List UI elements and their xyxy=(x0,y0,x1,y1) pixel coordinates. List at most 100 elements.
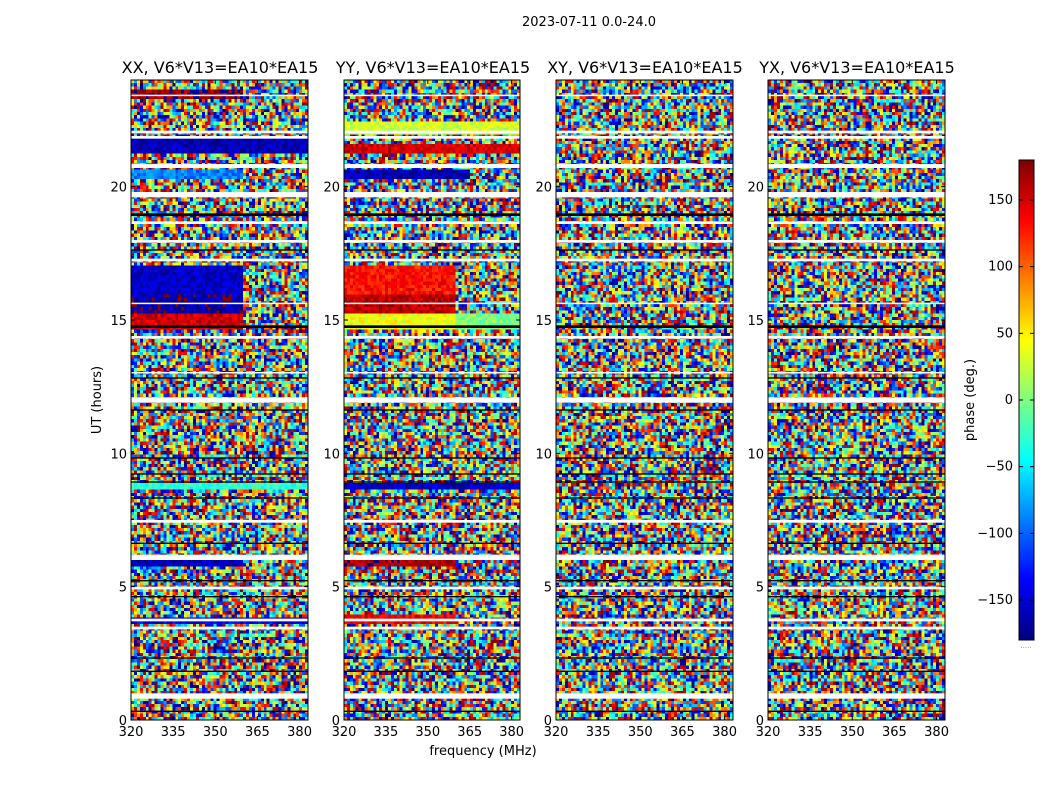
flagged-row xyxy=(131,693,308,699)
y-tick-label: 5 xyxy=(544,581,552,596)
flagged-row xyxy=(131,586,308,590)
flagged-row-dark xyxy=(131,596,308,598)
flagged-row xyxy=(556,302,733,305)
flagged-row-dark xyxy=(344,580,520,582)
flagged-row xyxy=(768,258,945,262)
colorbar-tick-label: 0 xyxy=(1005,393,1013,408)
flagged-row-dark xyxy=(556,249,733,251)
flagged-row-dark xyxy=(344,710,520,712)
flagged-row-dark xyxy=(344,596,520,598)
flagged-row-dark xyxy=(556,596,733,598)
y-tick-label: 10 xyxy=(110,447,127,462)
y-tick-label: 5 xyxy=(332,581,340,596)
flagged-row xyxy=(131,136,308,139)
flagged-row xyxy=(768,693,945,699)
flagged-row-dark xyxy=(556,213,733,216)
flagged-row-dark xyxy=(556,710,733,712)
flagged-row-dark xyxy=(344,481,520,483)
flagged-row-dark xyxy=(556,542,733,544)
flagged-row xyxy=(556,618,733,622)
flagged-row-dark xyxy=(768,670,945,672)
axis-ticks: 320 335 350 365 380 0 5 10 15 20 xyxy=(747,80,949,740)
flagged-row xyxy=(131,554,308,560)
heatmap-cells xyxy=(556,80,733,720)
flagged-row xyxy=(131,372,308,374)
flagged-row-dark xyxy=(344,457,520,459)
flagged-row xyxy=(768,94,945,97)
colorbar-label: phase (deg.) xyxy=(963,359,978,441)
flagged-row xyxy=(768,397,945,403)
x-tick-label: 350 xyxy=(628,725,653,740)
flagged-row xyxy=(768,520,945,523)
heatmap-cells xyxy=(768,80,945,720)
flagged-row xyxy=(556,221,733,224)
colorbar: 150 100 50 0 −50 −100 −150 phase (deg.) ..... xyxy=(963,159,1035,650)
panel-frame xyxy=(130,79,309,721)
axis-ticks: 320 335 350 365 380 0 5 10 15 20 xyxy=(535,80,737,740)
x-tick-label: 320 xyxy=(119,725,144,740)
y-tick-label: 0 xyxy=(119,714,127,729)
x-tick-label: 380 xyxy=(287,725,312,740)
x-tick-label: 320 xyxy=(756,725,781,740)
x-tick-label: 320 xyxy=(544,725,569,740)
flagged-row xyxy=(556,258,733,262)
flagged-row-dark xyxy=(131,542,308,544)
flagged-row xyxy=(131,618,308,622)
flagged-row xyxy=(344,586,520,590)
flagged-row-dark xyxy=(131,481,308,483)
flagged-row xyxy=(556,586,733,590)
flagged-row xyxy=(344,372,520,374)
flagged-row-dark xyxy=(131,325,308,328)
y-tick-label: 0 xyxy=(544,714,552,729)
y-tick-label: 5 xyxy=(119,581,127,596)
flagged-row-dark xyxy=(768,497,945,499)
y-tick-label: 0 xyxy=(756,714,764,729)
flagged-row xyxy=(556,192,733,198)
flagged-row-dark xyxy=(768,377,945,379)
flagged-row xyxy=(768,136,945,139)
flagged-row-dark xyxy=(131,473,308,475)
flagged-row-dark xyxy=(131,670,308,672)
flagged-row xyxy=(131,336,308,339)
x-tick-label: 365 xyxy=(457,725,482,740)
flagged-row-dark xyxy=(344,657,520,659)
flagged-row xyxy=(768,302,945,305)
flagged-row xyxy=(768,336,945,339)
y-tick-label: 15 xyxy=(110,314,127,329)
x-tick-label: 365 xyxy=(882,725,907,740)
colorbar-tick-label: −50 xyxy=(986,460,1013,475)
y-tick-label: 15 xyxy=(747,314,764,329)
flagged-row-dark xyxy=(344,497,520,499)
flagged-row xyxy=(344,618,520,622)
flagged-row xyxy=(131,240,308,243)
flagged-row xyxy=(768,164,945,168)
flagged-row xyxy=(131,397,308,403)
flagged-row xyxy=(556,136,733,139)
flagged-row-dark xyxy=(768,325,945,328)
flagged-row xyxy=(131,520,308,523)
figure-title: 2023-07-11 0.0-24.0 xyxy=(522,15,656,30)
flagged-row xyxy=(556,130,733,134)
flagged-row xyxy=(344,221,520,224)
y-tick-label: 20 xyxy=(110,181,127,196)
x-tick-label: 350 xyxy=(840,725,865,740)
flagged-row xyxy=(556,336,733,339)
flagged-row-dark xyxy=(556,497,733,499)
flagged-row-dark xyxy=(768,457,945,459)
flagged-row-dark xyxy=(556,670,733,672)
panel-frame xyxy=(555,79,734,721)
flagged-row xyxy=(344,130,520,134)
flagged-row xyxy=(344,520,520,523)
flagged-row-dark xyxy=(768,409,945,411)
panel-title: YY, V6*V13=EA10*EA15 xyxy=(335,58,530,77)
flagged-row xyxy=(344,693,520,699)
y-tick-label: 20 xyxy=(747,181,764,196)
flagged-row xyxy=(344,336,520,339)
flagged-row xyxy=(344,94,520,97)
x-tick-label: 335 xyxy=(586,725,611,740)
x-tick-label: 380 xyxy=(712,725,737,740)
x-tick-label: 365 xyxy=(670,725,695,740)
x-tick-label: 335 xyxy=(373,725,398,740)
flagged-row-dark xyxy=(344,670,520,672)
